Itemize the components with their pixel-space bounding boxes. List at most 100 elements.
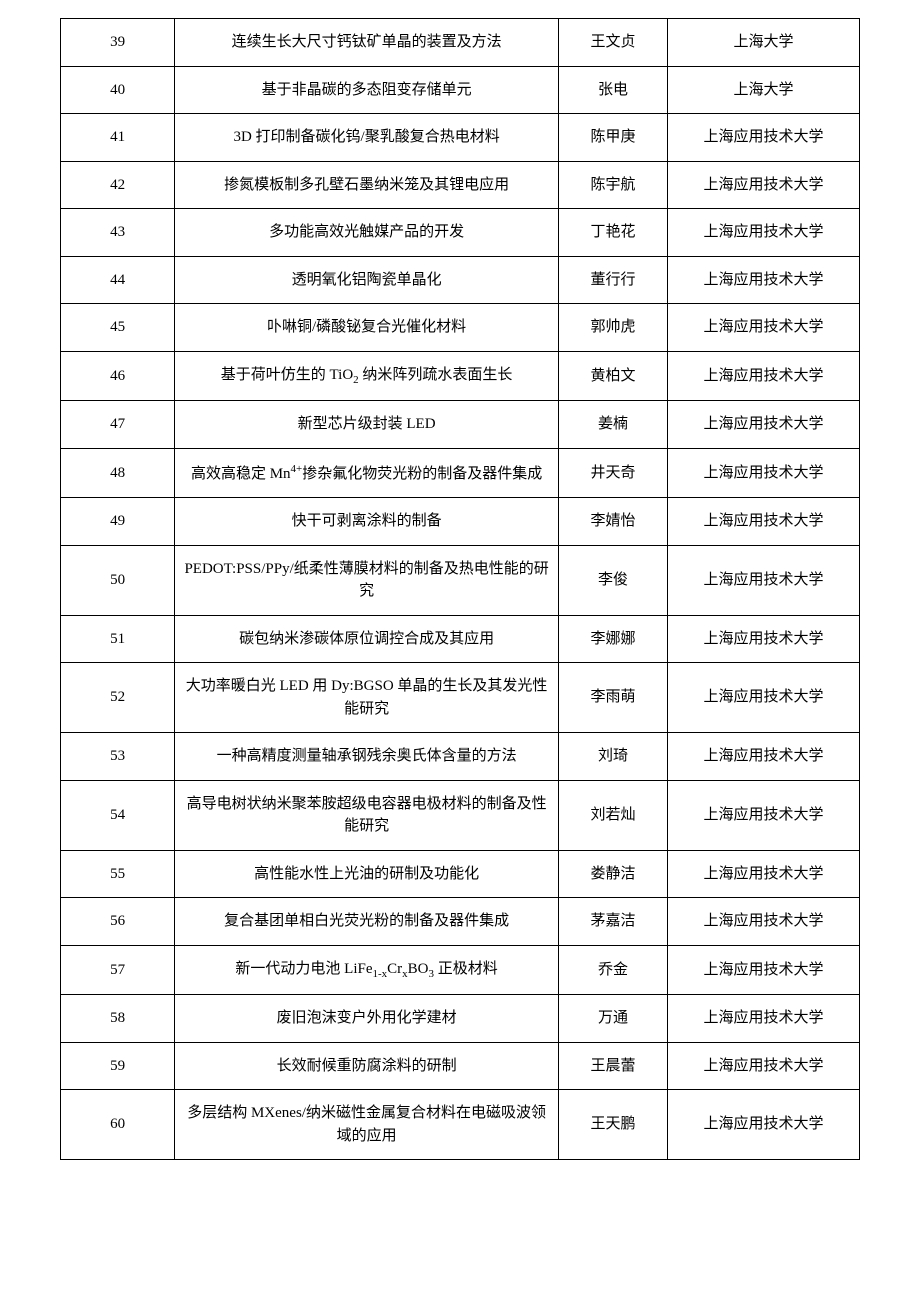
project-title: 快干可剥离涂料的制备 xyxy=(175,498,559,546)
author-name: 陈宇航 xyxy=(559,161,668,209)
author-name: 刘琦 xyxy=(559,733,668,781)
projects-table-body: 39连续生长大尺寸钙钛矿单晶的装置及方法王文贞上海大学40基于非晶碳的多态阻变存… xyxy=(61,19,860,1160)
affiliation: 上海大学 xyxy=(668,19,860,67)
author-name: 万通 xyxy=(559,995,668,1043)
affiliation: 上海应用技术大学 xyxy=(668,304,860,352)
table-row: 59长效耐候重防腐涂料的研制王晨蕾上海应用技术大学 xyxy=(61,1042,860,1090)
table-row: 52大功率暖白光 LED 用 Dy:BGSO 单晶的生长及其发光性能研究李雨萌上… xyxy=(61,663,860,733)
affiliation: 上海应用技术大学 xyxy=(668,1090,860,1160)
affiliation: 上海应用技术大学 xyxy=(668,209,860,257)
project-title: 3D 打印制备碳化钨/聚乳酸复合热电材料 xyxy=(175,114,559,162)
affiliation: 上海应用技术大学 xyxy=(668,498,860,546)
table-row: 49快干可剥离涂料的制备李婧怡上海应用技术大学 xyxy=(61,498,860,546)
table-row: 60多层结构 MXenes/纳米磁性金属复合材料在电磁吸波领域的应用王天鹏上海应… xyxy=(61,1090,860,1160)
project-title: 大功率暖白光 LED 用 Dy:BGSO 单晶的生长及其发光性能研究 xyxy=(175,663,559,733)
affiliation: 上海应用技术大学 xyxy=(668,663,860,733)
author-name: 王晨蕾 xyxy=(559,1042,668,1090)
row-number: 56 xyxy=(61,898,175,946)
project-title: 基于非晶碳的多态阻变存储单元 xyxy=(175,66,559,114)
project-title: 高性能水性上光油的研制及功能化 xyxy=(175,850,559,898)
affiliation: 上海应用技术大学 xyxy=(668,945,860,995)
table-row: 48高效高稳定 Mn4+掺杂氟化物荧光粉的制备及器件集成井天奇上海应用技术大学 xyxy=(61,448,860,498)
author-name: 董行行 xyxy=(559,256,668,304)
row-number: 52 xyxy=(61,663,175,733)
affiliation: 上海应用技术大学 xyxy=(668,1042,860,1090)
table-row: 42掺氮模板制多孔壁石墨纳米笼及其锂电应用陈宇航上海应用技术大学 xyxy=(61,161,860,209)
row-number: 54 xyxy=(61,780,175,850)
author-name: 李雨萌 xyxy=(559,663,668,733)
project-title: 新型芯片级封装 LED xyxy=(175,401,559,449)
project-title: 基于荷叶仿生的 TiO2 纳米阵列疏水表面生长 xyxy=(175,351,559,401)
table-row: 413D 打印制备碳化钨/聚乳酸复合热电材料陈甲庚上海应用技术大学 xyxy=(61,114,860,162)
author-name: 丁艳花 xyxy=(559,209,668,257)
table-row: 55高性能水性上光油的研制及功能化娄静洁上海应用技术大学 xyxy=(61,850,860,898)
affiliation: 上海应用技术大学 xyxy=(668,615,860,663)
author-name: 王天鹏 xyxy=(559,1090,668,1160)
row-number: 44 xyxy=(61,256,175,304)
author-name: 李婧怡 xyxy=(559,498,668,546)
row-number: 46 xyxy=(61,351,175,401)
author-name: 黄柏文 xyxy=(559,351,668,401)
row-number: 42 xyxy=(61,161,175,209)
table-row: 57新一代动力电池 LiFe1-xCrxBO3 正极材料乔金上海应用技术大学 xyxy=(61,945,860,995)
affiliation: 上海应用技术大学 xyxy=(668,995,860,1043)
author-name: 茅嘉洁 xyxy=(559,898,668,946)
projects-table: 39连续生长大尺寸钙钛矿单晶的装置及方法王文贞上海大学40基于非晶碳的多态阻变存… xyxy=(60,18,860,1160)
project-title: 高导电树状纳米聚苯胺超级电容器电极材料的制备及性能研究 xyxy=(175,780,559,850)
table-row: 46基于荷叶仿生的 TiO2 纳米阵列疏水表面生长黄柏文上海应用技术大学 xyxy=(61,351,860,401)
row-number: 58 xyxy=(61,995,175,1043)
project-title: PEDOT:PSS/PPy/纸柔性薄膜材料的制备及热电性能的研究 xyxy=(175,545,559,615)
table-row: 51碳包纳米渗碳体原位调控合成及其应用李娜娜上海应用技术大学 xyxy=(61,615,860,663)
author-name: 李娜娜 xyxy=(559,615,668,663)
author-name: 张电 xyxy=(559,66,668,114)
row-number: 48 xyxy=(61,448,175,498)
project-title: 多层结构 MXenes/纳米磁性金属复合材料在电磁吸波领域的应用 xyxy=(175,1090,559,1160)
author-name: 井天奇 xyxy=(559,448,668,498)
row-number: 57 xyxy=(61,945,175,995)
row-number: 51 xyxy=(61,615,175,663)
project-title: 碳包纳米渗碳体原位调控合成及其应用 xyxy=(175,615,559,663)
author-name: 刘若灿 xyxy=(559,780,668,850)
affiliation: 上海应用技术大学 xyxy=(668,161,860,209)
author-name: 乔金 xyxy=(559,945,668,995)
table-row: 43多功能高效光触媒产品的开发丁艳花上海应用技术大学 xyxy=(61,209,860,257)
affiliation: 上海大学 xyxy=(668,66,860,114)
project-title: 高效高稳定 Mn4+掺杂氟化物荧光粉的制备及器件集成 xyxy=(175,448,559,498)
table-row: 50PEDOT:PSS/PPy/纸柔性薄膜材料的制备及热电性能的研究李俊上海应用… xyxy=(61,545,860,615)
author-name: 李俊 xyxy=(559,545,668,615)
project-title: 复合基团单相白光荧光粉的制备及器件集成 xyxy=(175,898,559,946)
table-row: 58废旧泡沫变户外用化学建材万通上海应用技术大学 xyxy=(61,995,860,1043)
document-page: 39连续生长大尺寸钙钛矿单晶的装置及方法王文贞上海大学40基于非晶碳的多态阻变存… xyxy=(0,0,920,1200)
project-title: 长效耐候重防腐涂料的研制 xyxy=(175,1042,559,1090)
affiliation: 上海应用技术大学 xyxy=(668,733,860,781)
table-row: 56复合基团单相白光荧光粉的制备及器件集成茅嘉洁上海应用技术大学 xyxy=(61,898,860,946)
table-row: 40基于非晶碳的多态阻变存储单元张电上海大学 xyxy=(61,66,860,114)
affiliation: 上海应用技术大学 xyxy=(668,898,860,946)
affiliation: 上海应用技术大学 xyxy=(668,780,860,850)
project-title: 多功能高效光触媒产品的开发 xyxy=(175,209,559,257)
row-number: 45 xyxy=(61,304,175,352)
project-title: 废旧泡沫变户外用化学建材 xyxy=(175,995,559,1043)
project-title: 一种高精度测量轴承钢残余奥氏体含量的方法 xyxy=(175,733,559,781)
row-number: 60 xyxy=(61,1090,175,1160)
row-number: 43 xyxy=(61,209,175,257)
author-name: 姜楠 xyxy=(559,401,668,449)
table-row: 44透明氧化铝陶瓷单晶化董行行上海应用技术大学 xyxy=(61,256,860,304)
project-title: 卟啉铜/磷酸铋复合光催化材料 xyxy=(175,304,559,352)
affiliation: 上海应用技术大学 xyxy=(668,448,860,498)
affiliation: 上海应用技术大学 xyxy=(668,114,860,162)
project-title: 透明氧化铝陶瓷单晶化 xyxy=(175,256,559,304)
affiliation: 上海应用技术大学 xyxy=(668,351,860,401)
project-title: 连续生长大尺寸钙钛矿单晶的装置及方法 xyxy=(175,19,559,67)
author-name: 陈甲庚 xyxy=(559,114,668,162)
row-number: 39 xyxy=(61,19,175,67)
affiliation: 上海应用技术大学 xyxy=(668,401,860,449)
row-number: 50 xyxy=(61,545,175,615)
row-number: 49 xyxy=(61,498,175,546)
table-row: 39连续生长大尺寸钙钛矿单晶的装置及方法王文贞上海大学 xyxy=(61,19,860,67)
project-title: 掺氮模板制多孔壁石墨纳米笼及其锂电应用 xyxy=(175,161,559,209)
table-row: 47新型芯片级封装 LED姜楠上海应用技术大学 xyxy=(61,401,860,449)
affiliation: 上海应用技术大学 xyxy=(668,545,860,615)
table-row: 45卟啉铜/磷酸铋复合光催化材料郭帅虎上海应用技术大学 xyxy=(61,304,860,352)
author-name: 娄静洁 xyxy=(559,850,668,898)
